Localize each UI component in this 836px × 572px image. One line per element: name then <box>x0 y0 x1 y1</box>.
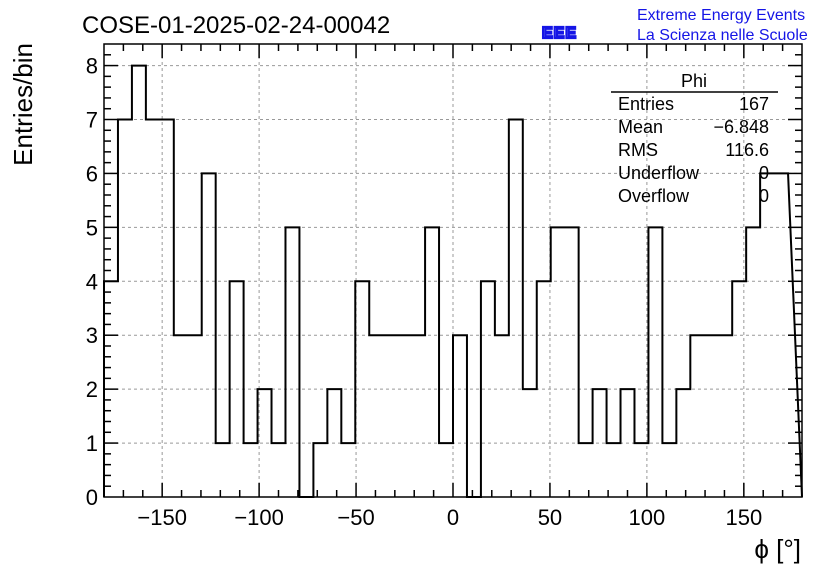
stats-label: Mean <box>618 117 663 137</box>
stats-value: 0 <box>759 163 769 183</box>
chart-title: COSE-01-2025-02-24-00042 <box>82 12 390 39</box>
axis-ticks <box>104 44 802 497</box>
x-axis-label: ϕ [°] <box>754 534 801 564</box>
x-tick-label: −50 <box>337 505 374 530</box>
x-tick-label: 100 <box>629 505 666 530</box>
stats-value: 116.6 <box>725 140 769 160</box>
logo-line-1: Extreme Energy Events <box>637 7 805 24</box>
eee-logo-text: EEE <box>542 25 577 42</box>
x-tick-label: −150 <box>137 505 187 530</box>
tick-labels: −150 −100 −50 0 50 100 150 0 1 2 3 4 5 6 7 8 <box>86 54 762 530</box>
stats-label: Underflow <box>618 163 700 183</box>
y-tick-label: 0 <box>86 485 98 510</box>
eee-logo: EEE Extreme Energy Events La Scienza nel… <box>541 7 808 44</box>
y-tick-label: 6 <box>86 161 98 186</box>
stats-label: RMS <box>618 140 658 160</box>
x-tick-label: 50 <box>538 505 562 530</box>
stats-value: 167 <box>739 94 769 114</box>
y-tick-label: 2 <box>86 377 98 402</box>
stats-label: Entries <box>618 94 674 114</box>
y-tick-label: 4 <box>86 269 98 294</box>
x-tick-label: −100 <box>234 505 284 530</box>
x-tick-label: 150 <box>725 505 762 530</box>
logo-line-2: La Scienza nelle Scuole <box>637 27 808 44</box>
y-tick-label: 1 <box>86 431 98 456</box>
stats-box: Phi Entries 167 Mean −6.848 RMS 116.6 Underflo… <box>611 71 778 206</box>
histogram-line <box>103 64 803 498</box>
y-tick-label: 5 <box>86 215 98 240</box>
eee-logo-mark: EEE <box>541 24 577 43</box>
y-tick-label: 8 <box>86 54 98 79</box>
stats-rows: Entries 167 Mean −6.848 RMS 116.6 Underflow 0 Ov… <box>618 94 769 206</box>
stats-value: −6.848 <box>713 117 769 137</box>
stats-value: 0 <box>759 186 769 206</box>
stats-label: Overflow <box>618 186 690 206</box>
stats-name: Phi <box>681 71 707 91</box>
y-tick-label: 3 <box>86 323 98 348</box>
y-tick-label: 7 <box>86 108 98 133</box>
y-axis-label: Entries/bin <box>8 43 38 166</box>
x-tick-label: 0 <box>447 505 459 530</box>
